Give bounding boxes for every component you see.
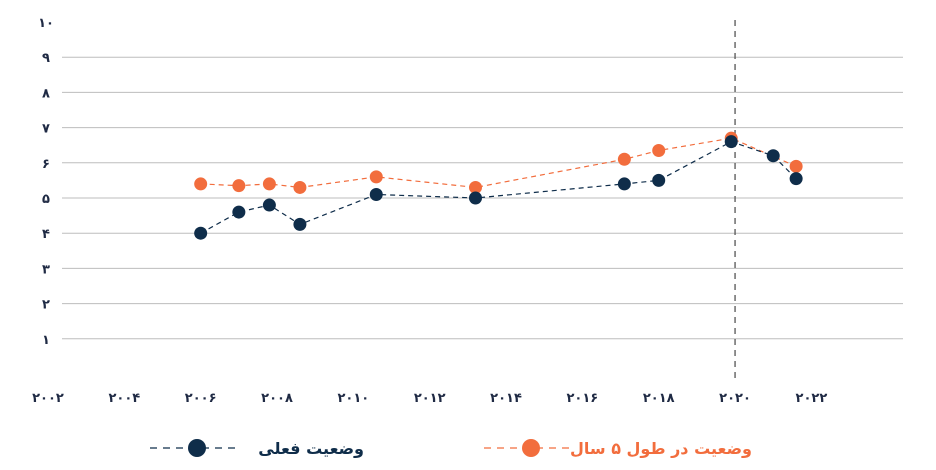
y-axis-ticks: ۱ ۲ ۳ ۴ ۵ ۶ ۷ ۸ ۹ ۱۰ [38,16,54,348]
y-tick-label: ۲ [42,298,50,313]
y-tick-label: ۶ [42,157,50,172]
x-tick-label: ۲۰۱۰ [337,391,369,406]
data-point-series-0 [369,187,383,201]
data-point-series-0 [293,217,307,231]
data-point-series-0 [617,177,631,191]
data-point-series-0 [766,149,780,163]
y-tick-label: ۴ [42,227,50,242]
x-tick-label: ۲۰۱۲ [414,391,446,406]
data-point-series-1 [293,180,307,194]
legend: وضعیت فعلی وضعیت در طول ۵ سال [150,439,752,458]
data-point-series-0 [652,173,666,187]
data-point-series-1 [617,152,631,166]
x-tick-label: ۲۰۰۴ [108,391,140,406]
y-tick-label: ۵ [42,192,50,207]
series-group [194,131,803,240]
legend-marker-series-0 [188,439,206,457]
x-tick-label: ۲۰۲۲ [796,391,828,406]
y-tick-label: ۸ [42,86,50,101]
data-point-series-1 [789,159,803,173]
data-point-series-1 [262,177,276,191]
data-point-series-1 [369,170,383,184]
x-tick-label: ۲۰۰۶ [185,391,217,406]
data-point-series-1 [194,177,208,191]
data-point-series-0 [194,226,208,240]
data-point-series-0 [724,135,738,149]
x-tick-label: ۲۰۰۸ [261,391,293,406]
series-line-0 [200,141,797,234]
x-tick-label: ۲۰۲۰ [719,391,751,406]
data-point-series-0 [262,198,276,212]
legend-label-series-0: وضعیت فعلی [258,439,364,458]
x-tick-label: ۲۰۱۸ [643,391,675,406]
series-line-1 [200,137,797,189]
x-tick-label: ۲۰۰۲ [32,391,64,406]
x-axis-ticks: ۲۰۰۲ ۲۰۰۴ ۲۰۰۶ ۲۰۰۸ ۲۰۱۰ ۲۰۱۲ ۲۰۱۴ ۲۰۱۶ ۲۰۱۸ ۲۰۲۰… [32,391,827,406]
data-point-series-1 [232,179,246,193]
data-point-series-1 [469,180,482,194]
data-point-series-0 [789,172,803,186]
y-tick-label: ۹ [42,51,50,66]
data-point-series-0 [232,205,246,219]
data-point-series-0 [469,191,482,205]
y-tick-label: ۳ [42,262,50,277]
x-tick-label: ۲۰۱۴ [490,391,522,406]
data-point-series-1 [652,143,666,157]
legend-label-series-1: وضعیت در طول ۵ سال [570,439,752,458]
y-tick-label: ۱ [42,333,50,348]
x-tick-label: ۲۰۱۶ [567,391,599,406]
legend-marker-series-1 [522,439,540,457]
y-tick-label: ۱۰ [38,16,54,31]
y-tick-label: ۷ [42,122,50,137]
gridlines [62,56,903,340]
